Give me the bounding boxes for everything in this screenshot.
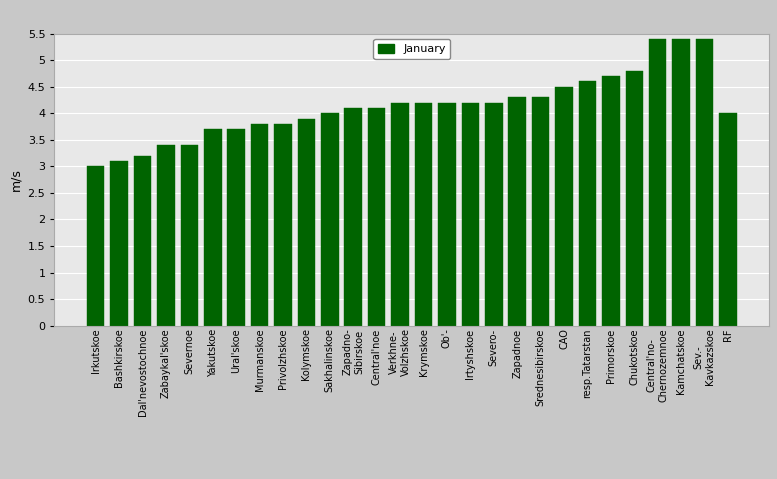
Bar	[531, 97, 549, 326]
Bar	[415, 103, 432, 326]
Legend: January: January	[373, 39, 451, 59]
Bar	[251, 124, 268, 326]
Bar	[556, 87, 573, 326]
Bar	[625, 71, 643, 326]
Bar	[274, 124, 292, 326]
Bar	[579, 81, 596, 326]
Bar	[87, 166, 104, 326]
Bar	[134, 156, 152, 326]
Bar	[508, 97, 526, 326]
Bar	[228, 129, 245, 326]
Bar	[344, 108, 362, 326]
Bar	[695, 39, 713, 326]
Bar	[392, 103, 409, 326]
Bar	[602, 76, 619, 326]
Bar	[438, 103, 456, 326]
Bar	[180, 145, 198, 326]
Bar	[485, 103, 503, 326]
Y-axis label: m/s: m/s	[9, 168, 22, 191]
Bar	[298, 118, 315, 326]
Bar	[368, 108, 385, 326]
Bar	[321, 113, 339, 326]
Bar	[649, 39, 667, 326]
Bar	[720, 113, 737, 326]
Bar	[462, 103, 479, 326]
Bar	[157, 145, 175, 326]
Bar	[204, 129, 221, 326]
Bar	[110, 161, 128, 326]
Bar	[672, 39, 690, 326]
